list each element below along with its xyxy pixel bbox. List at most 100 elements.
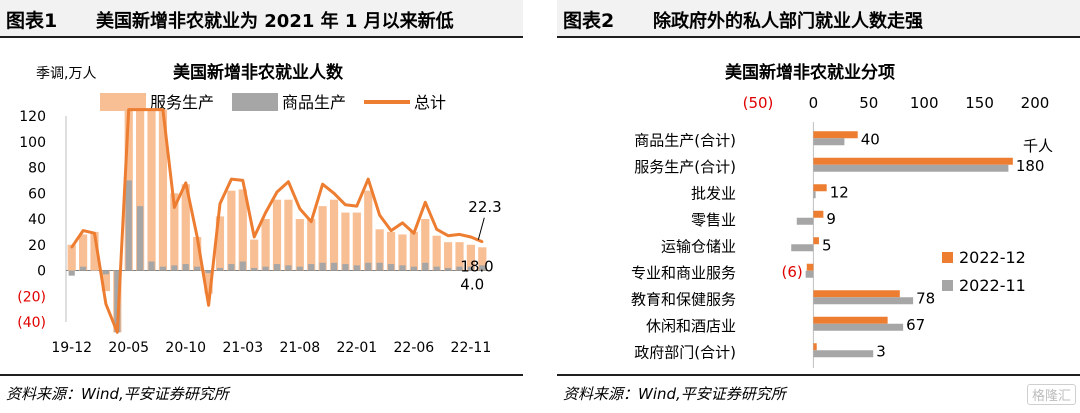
bar-goods — [330, 262, 338, 271]
x-tick-label: 22-01 — [336, 340, 377, 356]
right-figure-header: 图表2 除政府外的私人部门就业人数走强 — [557, 0, 1080, 38]
bar-services — [455, 242, 464, 271]
point-total — [310, 220, 313, 223]
x-tick-label: 100 — [910, 94, 939, 112]
bar-goods — [205, 270, 212, 274]
point-total — [173, 206, 176, 209]
bar-services — [295, 219, 304, 271]
bar-goods — [137, 206, 144, 271]
bar-goods — [467, 266, 474, 271]
legend-label-商品生产: 商品生产 — [282, 93, 346, 112]
point-total — [241, 179, 244, 182]
bar-services — [466, 244, 475, 271]
bar-goods — [422, 262, 429, 271]
bar-2022-11 — [813, 138, 845, 146]
bar-services — [227, 190, 236, 271]
annotation-total-latest: 22.3 — [468, 198, 501, 216]
bar-services — [261, 219, 270, 271]
bar-goods — [91, 270, 98, 271]
left-figure-footer: 资料来源：Wind,平安证券研究所 — [0, 374, 523, 413]
point-total — [138, 108, 142, 111]
point-total — [70, 246, 73, 249]
x-tick-label: 21-08 — [279, 340, 320, 356]
x-tick-label: 0 — [809, 94, 819, 112]
bar-2022-12 — [813, 210, 824, 218]
legend-label-总计: 总计 — [414, 93, 446, 112]
category-label: 政府部门(合计) — [634, 343, 736, 361]
data-label: (6) — [782, 263, 803, 281]
data-label: 5 — [822, 236, 832, 254]
bar-goods — [216, 267, 224, 271]
y-tick-label: 100 — [19, 135, 46, 151]
point-total — [446, 234, 450, 237]
y-tick-label: (20) — [17, 289, 46, 305]
bar-services — [215, 216, 225, 271]
point-total — [150, 108, 153, 111]
bar-goods — [148, 261, 155, 271]
bar-2022-11 — [813, 350, 874, 358]
bar-goods — [399, 265, 406, 271]
point-total — [218, 202, 222, 205]
point-total — [230, 177, 233, 181]
point-total — [344, 203, 347, 207]
right-figure-panel: 图表2 除政府外的私人部门就业人数走强 美国新增非农就业分项 (50) 0 50 100… — [557, 0, 1080, 411]
bar-goods — [102, 270, 110, 275]
point-total — [435, 228, 438, 231]
left-figure-panel: 图表1 美国新增非农就业为 2021 年 1 月以来新低 美国新增非农就业人数 季… — [0, 0, 523, 411]
category-label: 休闲和酒店业 — [646, 317, 736, 335]
legend-swatch-商品生产 — [232, 93, 278, 111]
left-figure-number: 图表1 — [6, 10, 58, 32]
bar-2022-12 — [813, 316, 888, 324]
bar-services — [272, 199, 282, 271]
y-tick-label: 60 — [28, 186, 46, 202]
bar-2022-12 — [813, 131, 858, 139]
legend-swatch-2022-11 — [942, 280, 953, 291]
bar-services — [79, 234, 88, 271]
bar-goods — [251, 267, 258, 271]
unit-label: 千人 — [1023, 137, 1053, 155]
point-total — [367, 177, 370, 181]
point-total — [389, 229, 393, 232]
category-label: 服务生产(合计) — [634, 158, 736, 176]
right-source-note: 资料来源：Wind,平安证券研究所 — [563, 385, 786, 403]
category-label: 商品生产(合计) — [634, 131, 736, 149]
bar-services — [204, 270, 213, 294]
data-label: 67 — [906, 316, 925, 334]
category-label: 运输仓储业 — [661, 237, 736, 255]
legend-label-2022-11: 2022-11 — [959, 276, 1026, 295]
point-total — [264, 211, 267, 214]
point-total — [287, 180, 290, 183]
bar-2022-11 — [813, 191, 816, 199]
point-total — [104, 302, 108, 306]
x-tick-label: 200 — [1021, 94, 1050, 112]
bar-services — [352, 212, 361, 271]
data-label: 12 — [830, 183, 849, 201]
bar-services — [181, 184, 190, 271]
data-label: 78 — [916, 289, 935, 307]
left-chart-title: 美国新增非农就业人数 — [173, 62, 344, 83]
right-figure-number: 图表2 — [563, 10, 615, 32]
x-tick-label: 21-03 — [222, 340, 263, 356]
point-total — [481, 240, 484, 243]
bar-goods — [342, 264, 349, 271]
category-label: 专业和商业服务 — [631, 264, 736, 282]
bar-2022-11 — [813, 164, 1009, 172]
point-total — [195, 235, 199, 239]
bar-goods — [239, 261, 246, 271]
bar-2022-12 — [813, 290, 900, 298]
bar-goods — [285, 265, 292, 271]
point-total — [458, 233, 461, 236]
annotation-services-latest: 18.0 — [460, 257, 493, 275]
point-total — [401, 221, 404, 225]
bar-goods — [365, 262, 372, 271]
bar-goods — [410, 266, 417, 271]
bar-services — [318, 206, 327, 271]
bar-2022-12 — [806, 263, 814, 271]
bar-services — [238, 189, 247, 271]
x-tick-label: 20-10 — [165, 340, 206, 356]
bar-services — [284, 199, 293, 271]
annotation-pointer — [477, 217, 485, 240]
bar-goods — [296, 266, 303, 271]
bar-services — [478, 247, 487, 271]
bar-2022-11 — [796, 217, 814, 225]
